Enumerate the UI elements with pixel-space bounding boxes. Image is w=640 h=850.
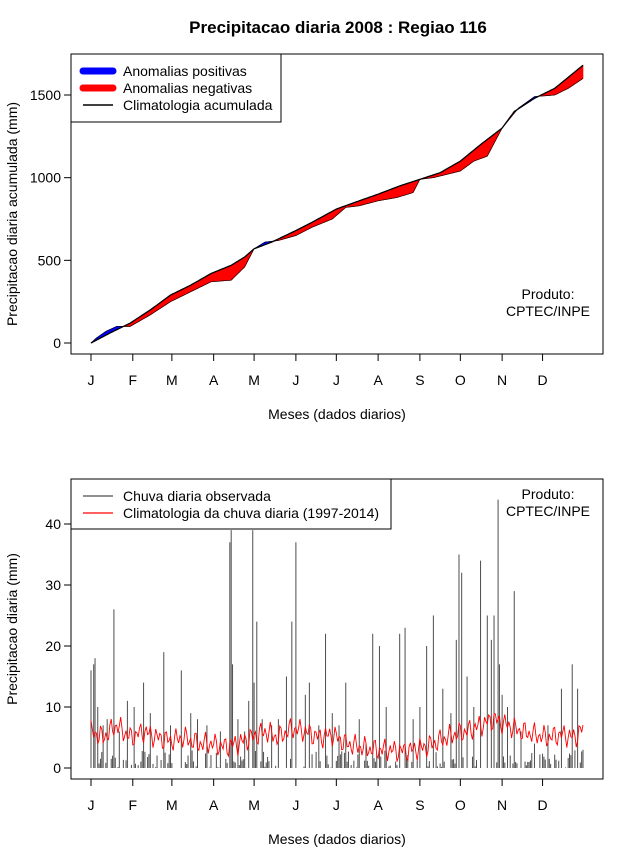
top-y-tick-label: 1000 [30, 170, 61, 186]
legend-label-observed: Chuva diaria observada [123, 488, 271, 504]
climatology-cumulative-line [90, 64, 584, 344]
top-x-tick-label: J [88, 372, 95, 388]
bottom-x-tick-label: J [333, 797, 340, 813]
top-x-tick-label: J [333, 372, 340, 388]
top-x-tick-label: A [209, 372, 219, 388]
top-chart: 0 500 1000 1500 J F M A M J J A S O N D Meses (dados d… [4, 53, 604, 422]
bottom-y-tick-label: 20 [45, 638, 61, 654]
top-x-tick-label: J [292, 372, 299, 388]
bottom-x-tick-label: A [209, 797, 219, 813]
bottom-y-axis: 0 10 20 30 40 [45, 516, 71, 776]
bottom-product-source: CPTEC/INPE [506, 503, 590, 519]
top-x-tick-label: D [537, 372, 547, 388]
daily-climatology-line [90, 713, 584, 763]
top-x-tick-label: O [455, 372, 466, 388]
bottom-x-axis-label: Meses (dados diarios) [268, 831, 406, 847]
top-x-tick-label: F [129, 372, 138, 388]
bottom-y-axis-label: Precipitacao diaria (mm) [4, 553, 20, 705]
bottom-x-tick-label: J [88, 797, 95, 813]
top-x-tick-label: A [373, 372, 383, 388]
top-x-tick-label: S [415, 372, 424, 388]
bottom-product-label: Produto: [522, 486, 575, 502]
bottom-x-tick-label: M [166, 797, 178, 813]
negative-anomaly-segment [581, 64, 584, 80]
observed-rain-bars [90, 499, 584, 768]
legend-label-climatology: Climatologia acumulada [123, 97, 273, 113]
bottom-x-tick-label: O [455, 797, 466, 813]
top-y-tick-label: 500 [38, 252, 62, 268]
legend-label-clim-daily: Climatologia da chuva diaria (1997-2014) [123, 505, 379, 521]
bottom-x-tick-label: J [292, 797, 299, 813]
top-product-source: CPTEC/INPE [506, 303, 590, 319]
bottom-y-tick-label: 0 [53, 760, 61, 776]
observed-cumulative-outline [90, 78, 584, 344]
top-y-tick-label: 0 [53, 335, 61, 351]
top-product-label: Produto: [522, 286, 575, 302]
top-legend: Anomalias positivas Anomalias negativas … [70, 53, 282, 123]
bottom-x-tick-label: F [129, 797, 138, 813]
bottom-y-tick-label: 40 [45, 516, 61, 532]
top-y-tick-label: 1500 [30, 87, 61, 103]
bottom-y-tick-label: 10 [45, 699, 61, 715]
bottom-x-tick-label: M [248, 797, 260, 813]
bottom-x-tick-label: S [415, 797, 424, 813]
anomaly-fill-layer [90, 64, 584, 344]
legend-label-negative: Anomalias negativas [123, 80, 252, 96]
bottom-x-tick-label: D [537, 797, 547, 813]
bottom-legend-box [70, 478, 392, 530]
bottom-x-tick-label: N [497, 797, 507, 813]
bottom-chart: 0 10 20 30 40 J F M A M J J A S O N D Meses (dados diar… [4, 478, 604, 847]
legend-label-positive: Anomalias positivas [123, 63, 247, 79]
bottom-x-tick-label: A [373, 797, 383, 813]
top-x-axis-label: Meses (dados diarios) [268, 406, 406, 422]
top-x-tick-label: M [166, 372, 178, 388]
top-plot-frame [70, 53, 604, 355]
bottom-y-tick-label: 30 [45, 577, 61, 593]
top-x-tick-label: M [248, 372, 260, 388]
top-y-axis: 0 500 1000 1500 [30, 87, 71, 351]
page-title: Precipitacao diaria 2008 : Regiao 116 [189, 18, 487, 37]
top-y-axis-label: Precipitacao diaria acumulada (mm) [4, 102, 20, 326]
bottom-legend: Chuva diaria observada Climatologia da c… [70, 478, 392, 530]
top-x-tick-label: N [497, 372, 507, 388]
